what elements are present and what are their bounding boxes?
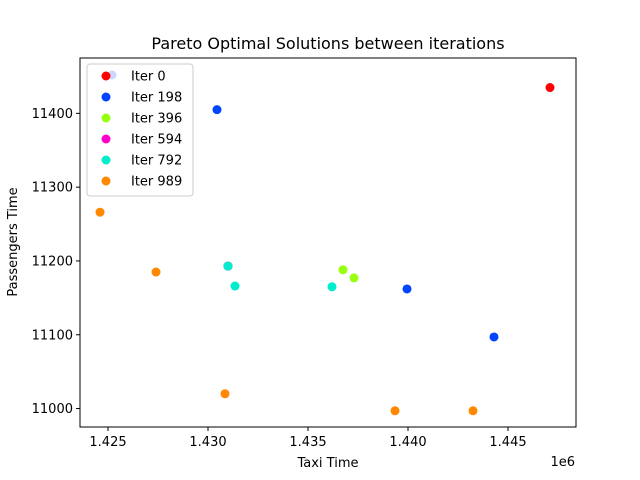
data-point (223, 261, 233, 271)
y-tick-label: 11000 (32, 402, 73, 417)
data-point (402, 284, 412, 294)
y-axis-label: Passengers Time (6, 187, 21, 296)
x-axis-label: Taxi Time (296, 456, 358, 471)
data-point (390, 406, 400, 416)
x-tick-label: 1.440 (389, 435, 426, 450)
y-tick-label: 11100 (32, 328, 73, 343)
chart-title: Pareto Optimal Solutions between iterati… (151, 34, 504, 53)
legend-marker (101, 113, 111, 123)
data-point (545, 83, 555, 93)
series-iter-396 (338, 265, 359, 283)
x-axis-offset-label: 1e6 (550, 455, 575, 470)
x-tick-label: 1.425 (89, 435, 126, 450)
data-point (338, 265, 348, 275)
data-point (489, 332, 499, 342)
legend: Iter 0 Iter 198 Iter 396 Iter 594 Iter 792 It… (86, 63, 194, 197)
data-point (327, 282, 337, 292)
legend-box (86, 63, 194, 197)
legend-marker (101, 134, 111, 144)
data-point (349, 273, 359, 283)
x-tick-label: 1.445 (489, 435, 526, 450)
series-iter-792 (223, 261, 337, 292)
legend-label: Iter 792 (131, 154, 182, 169)
data-point (212, 105, 222, 115)
data-point (230, 281, 240, 291)
y-tick-label: 11300 (32, 181, 73, 196)
data-point (95, 207, 105, 217)
plot-area (95, 70, 555, 416)
x-tick-label: 1.435 (289, 435, 326, 450)
y-tick-label: 11400 (32, 107, 73, 122)
y-tick-label: 11200 (32, 254, 73, 269)
legend-label: Iter 198 (131, 91, 182, 106)
data-point (220, 389, 230, 399)
y-axis: 11000 11100 11200 11300 11400 (32, 107, 80, 417)
data-point (468, 406, 478, 416)
data-point (151, 267, 161, 277)
legend-marker (101, 71, 111, 81)
legend-label: Iter 0 (131, 70, 166, 85)
plot-frame (79, 57, 577, 428)
legend-marker (101, 176, 111, 186)
legend-marker (101, 92, 111, 102)
series-iter-989 (95, 207, 478, 416)
legend-label: Iter 396 (131, 112, 182, 127)
x-tick-label: 1.430 (189, 435, 226, 450)
legend-label: Iter 594 (131, 133, 182, 148)
legend-label: Iter 989 (131, 175, 182, 190)
series-iter-0 (545, 83, 555, 93)
legend-marker (101, 155, 111, 165)
x-axis: 1.425 1.430 1.435 1.440 1.445 (89, 427, 527, 450)
